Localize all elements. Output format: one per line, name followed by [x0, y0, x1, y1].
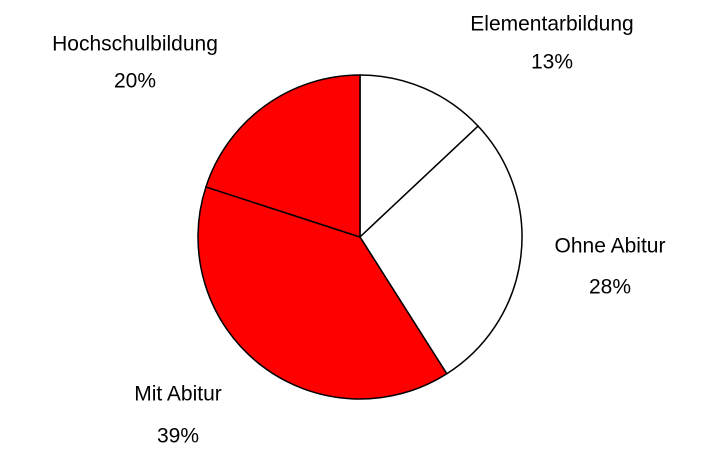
- slice-value-label: 13%: [531, 51, 573, 74]
- slice-label: Hochschulbildung: [52, 33, 218, 56]
- pie-slice: [197, 185, 448, 400]
- slice-value-label: 28%: [589, 276, 631, 299]
- slice-label: Mit Abitur: [134, 383, 222, 406]
- slice-value-label: 20%: [114, 70, 156, 93]
- slice-label: Elementarbildung: [470, 13, 633, 36]
- pie-slice: [359, 74, 480, 239]
- pie-slice: [204, 74, 361, 239]
- pie-slice: [359, 125, 523, 375]
- slice-value-label: 39%: [157, 425, 199, 448]
- slice-label: Ohne Abitur: [555, 235, 666, 258]
